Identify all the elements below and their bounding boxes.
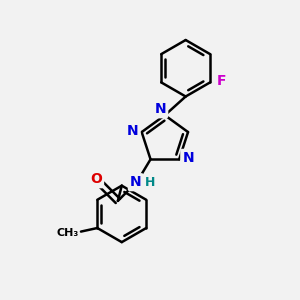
Text: O: O (90, 172, 102, 186)
Text: N: N (130, 175, 142, 189)
Text: CH₃: CH₃ (56, 228, 79, 238)
Text: F: F (217, 74, 226, 88)
Text: N: N (182, 151, 194, 165)
Text: N: N (127, 124, 139, 138)
Text: H: H (145, 176, 156, 189)
Text: N: N (154, 102, 166, 116)
